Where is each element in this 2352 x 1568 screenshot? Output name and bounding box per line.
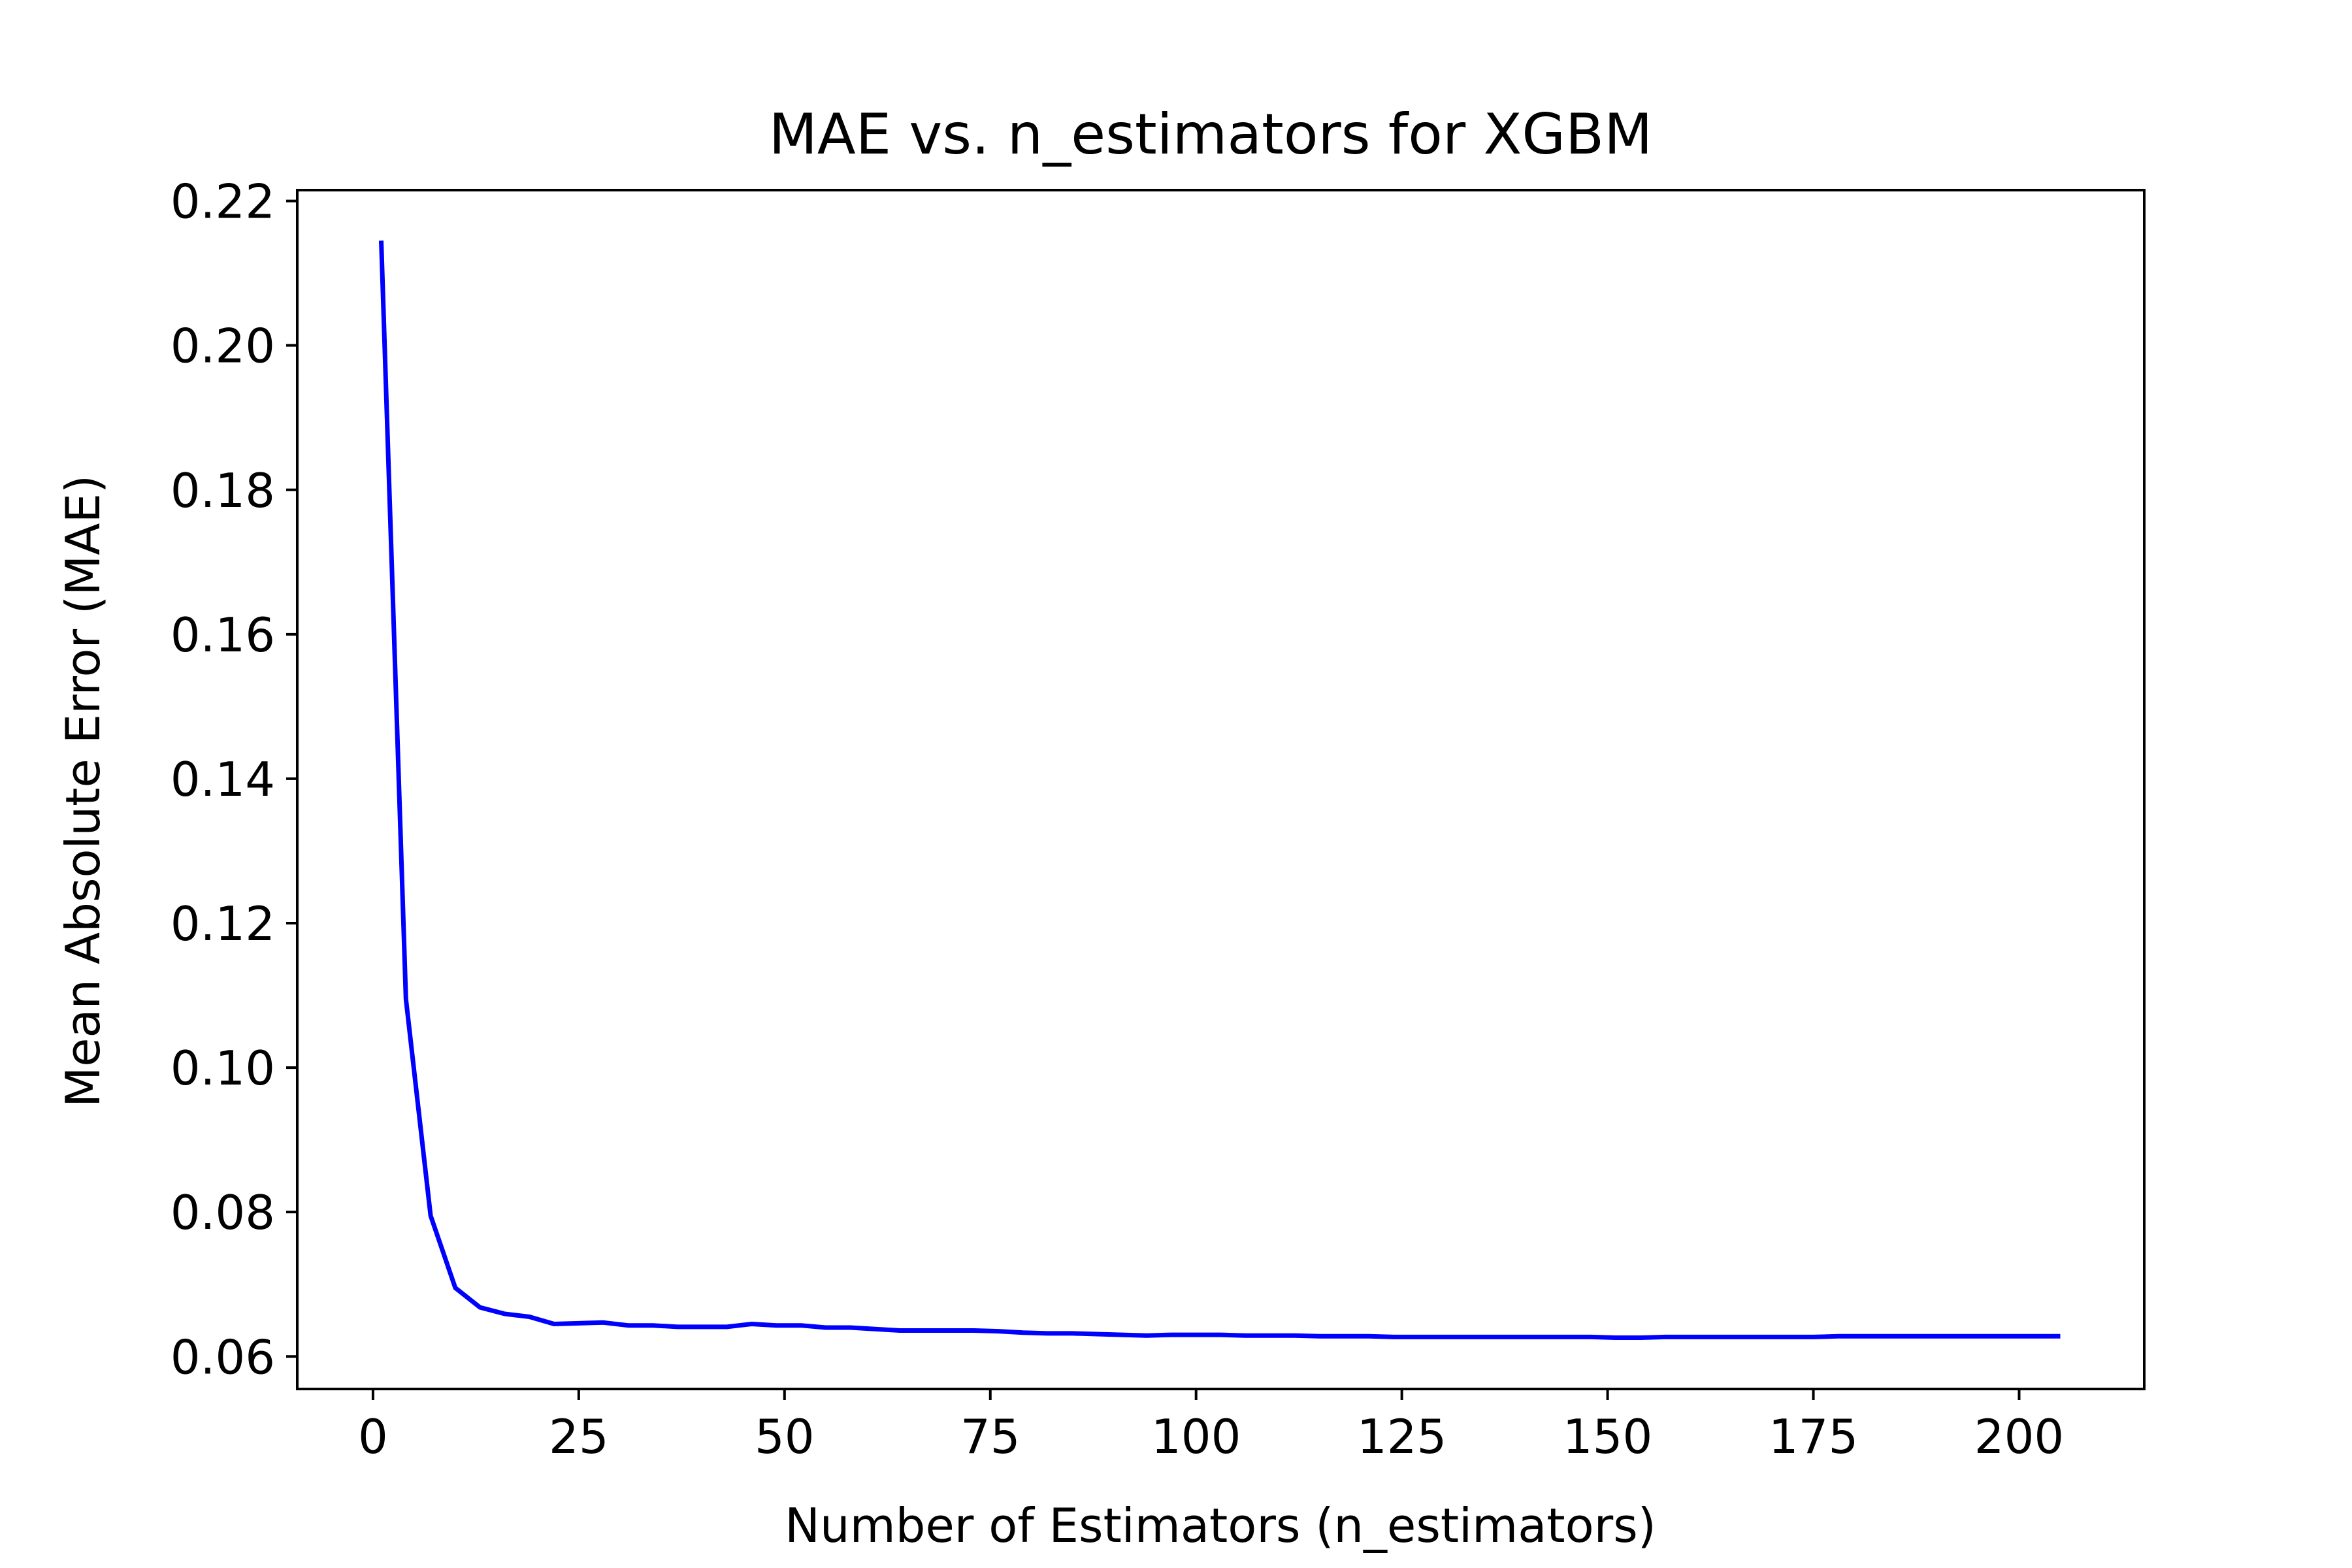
chart-title: MAE vs. n_estimators for XGBM bbox=[769, 102, 1653, 167]
x-tick-label: 0 bbox=[358, 1409, 388, 1464]
series-line-0 bbox=[379, 240, 2061, 1340]
y-tick-label: 0.14 bbox=[171, 752, 275, 807]
x-tick-label: 75 bbox=[960, 1409, 1021, 1464]
y-tick-label: 0.20 bbox=[171, 319, 275, 374]
y-tick-label: 0.10 bbox=[171, 1041, 275, 1096]
plot-frame bbox=[296, 189, 2146, 1390]
x-tick-label: 200 bbox=[1974, 1409, 2064, 1464]
y-axis: 0.06 0.08 0.10 0.12 0.14 0.16 0.18 0.20 0.22 bbox=[171, 174, 297, 1384]
x-axis: 0 25 50 75 100 125 150 175 200 bbox=[358, 1389, 2064, 1464]
y-tick-label: 0.16 bbox=[171, 608, 275, 662]
y-tick-label: 0.12 bbox=[171, 896, 275, 951]
x-axis-label: Number of Estimators (n_estimators) bbox=[785, 1498, 1656, 1553]
y-tick-label: 0.08 bbox=[171, 1185, 275, 1240]
x-tick-label: 25 bbox=[549, 1409, 609, 1464]
y-tick-label: 0.22 bbox=[171, 174, 275, 229]
x-tick-label: 175 bbox=[1769, 1409, 1858, 1464]
plot-area bbox=[379, 240, 2061, 1340]
x-tick-label: 150 bbox=[1563, 1409, 1652, 1464]
x-tick-label: 50 bbox=[755, 1409, 815, 1464]
y-axis-label: Mean Absolute Error (MAE) bbox=[56, 475, 110, 1107]
y-tick-label: 0.06 bbox=[171, 1330, 275, 1384]
y-tick-label: 0.18 bbox=[171, 463, 275, 518]
x-tick-label: 125 bbox=[1357, 1409, 1446, 1464]
x-tick-label: 100 bbox=[1151, 1409, 1241, 1464]
